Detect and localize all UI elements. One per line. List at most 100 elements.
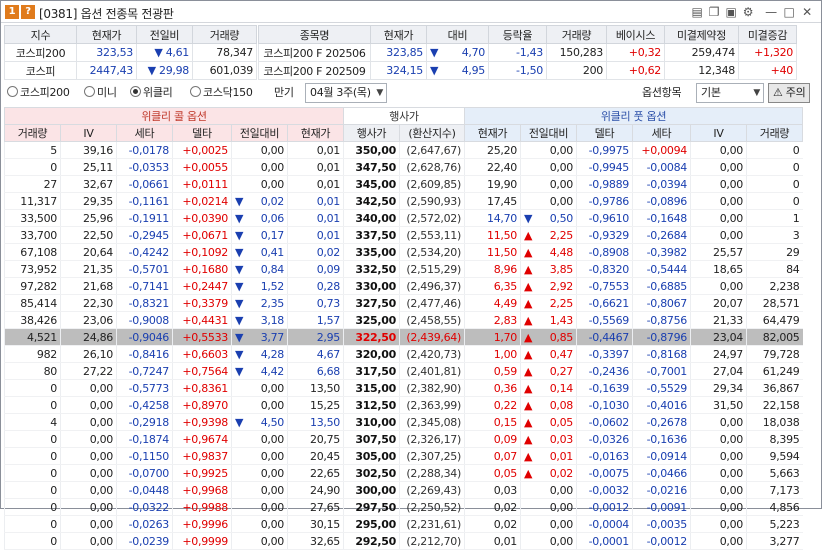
call-volume: 33,500 (4, 209, 61, 227)
put-theta: -0,0914 (632, 447, 691, 465)
option-row[interactable]: 5 39,16 -0,0178 +0,0025 0,00 0,01 350,00 (2,647… (4, 141, 803, 159)
link-icon[interactable]: ▤ (691, 5, 703, 19)
index-row[interactable]: 코스피200 323,53 ▼ 4,61 78,347 (4, 43, 257, 62)
copy-icon[interactable]: ❐ (708, 5, 720, 19)
call-change-value: 0,00 (260, 500, 285, 514)
strike-column-header: (환산지수) (399, 124, 465, 142)
call-price: 27,65 (287, 498, 344, 516)
close-icon[interactable]: ✕ (802, 5, 812, 19)
put-change: 0,00 (520, 498, 577, 516)
minimize-icon[interactable]: — (765, 5, 777, 19)
put-change-value: 0,02 (549, 466, 574, 480)
help-icon[interactable]: ? (21, 5, 35, 19)
option-row[interactable]: 0 0,00 -0,0239 +0,9999 0,00 32,65 292,50 (2,212… (4, 532, 803, 550)
call-theta: -0,0322 (116, 498, 173, 516)
futures-name: 코스피200 F 202509 (258, 61, 371, 80)
call-price: 2,95 (287, 328, 344, 346)
option-row[interactable]: 0 25,11 -0,0353 +0,0055 0,00 0,01 347,50 (2,628… (4, 158, 803, 176)
strike-price: 347,50 (343, 158, 400, 176)
converted-index: (2,250,52) (399, 498, 465, 516)
call-iv: 32,67 (60, 175, 117, 193)
index-change-value: 4,61 (165, 46, 190, 59)
futures-open-interest: 259,474 (664, 43, 739, 62)
index-row[interactable]: 코스피 2447,43 ▼ 29,98 601,039 (4, 61, 257, 80)
call-change-value: 1,52 (260, 279, 285, 293)
option-row[interactable]: 97,282 21,68 -0,7141 +0,2447 ▼ 1,52 0,28 330,00… (4, 277, 803, 295)
call-iv: 27,22 (60, 362, 117, 380)
option-row[interactable]: 80 27,22 -0,7247 +0,7564 ▼ 4,42 6,68 317,50 (2,4… (4, 362, 803, 380)
radio-kosdaq150[interactable]: 코스닥150 (190, 85, 253, 101)
option-row[interactable]: 33,700 22,50 -0,2945 +0,0671 ▼ 0,17 0,01 337,50… (4, 226, 803, 244)
option-row[interactable]: 0 0,00 -0,1150 +0,9837 0,00 20,45 305,00 (2,307… (4, 447, 803, 465)
lookup-button[interactable]: ⚠ 주의 (768, 83, 811, 103)
put-iv: 23,04 (690, 328, 747, 346)
camera-icon[interactable]: ▣ (725, 5, 737, 19)
put-price: 0,05 (464, 464, 521, 482)
call-theta: -0,1150 (116, 447, 173, 465)
option-item-select[interactable]: 기본 ▼ (696, 83, 764, 103)
option-row[interactable]: 0 0,00 -0,1874 +0,9674 0,00 20,75 307,50 (2,326… (4, 430, 803, 448)
option-row[interactable]: 85,414 22,30 -0,8321 +0,3379 ▼ 2,35 0,73 327,50… (4, 294, 803, 312)
put-column-header: 델타 (576, 124, 633, 142)
option-row[interactable]: 982 26,10 -0,8416 +0,6603 ▼ 4,28 4,67 320,00 (2,… (4, 345, 803, 363)
put-price: 0,07 (464, 447, 521, 465)
radio-weekly[interactable]: 위클리 (130, 85, 173, 101)
option-row[interactable]: 67,108 20,64 -0,4242 +0,1092 ▼ 0,41 0,02 335,00… (4, 243, 803, 261)
option-row[interactable]: 0 0,00 -0,0448 +0,9968 0,00 24,90 300,00 (2,269… (4, 481, 803, 499)
option-row[interactable]: 4,521 24,86 -0,9046 +0,5533 ▼ 3,77 2,95 322,50(… (4, 328, 803, 346)
maximize-icon[interactable]: □ (783, 5, 795, 19)
put-delta: -0,0032 (576, 481, 633, 499)
triangle-up-icon: ▲ (524, 466, 533, 480)
put-theta: -0,0466 (632, 464, 691, 482)
option-row[interactable]: 4 0,00 -0,2918 +0,9398 ▼ 4,50 13,50 310,00 (2,34… (4, 413, 803, 431)
put-theta: -0,6885 (632, 277, 691, 295)
call-change: 0,00 (231, 396, 288, 414)
put-delta: -0,4467 (576, 328, 633, 346)
futures-price: 324,15 (370, 61, 427, 80)
option-row[interactable]: 38,426 23,06 -0,9008 +0,4431 ▼ 3,18 1,57 325,00… (4, 311, 803, 329)
put-theta: -0,8796 (632, 328, 691, 346)
futures-summary-table: 종목명 현재가 대비 등락율 거래량 베이시스 미결제약정 미결증감 코스피200 F 202… (258, 25, 797, 80)
put-iv: 31,50 (690, 396, 747, 414)
call-theta: -0,8321 (116, 294, 173, 312)
put-theta: +0,0094 (632, 141, 691, 159)
put-volume: 4,856 (746, 498, 803, 516)
call-delta: +0,9837 (172, 447, 232, 465)
put-iv: 0,00 (690, 413, 747, 431)
triangle-up-icon: ▲ (524, 296, 533, 310)
put-change-value: 0,00 (549, 534, 574, 548)
call-change: 0,00 (231, 532, 288, 550)
radio-mini[interactable]: 미니 (84, 85, 117, 101)
column-header: 거래량 (192, 25, 257, 44)
screen-number-icon[interactable]: 1 (5, 5, 19, 19)
option-row[interactable]: 73,952 21,35 -0,5701 +0,1680 ▼ 0,84 0,09 332,50… (4, 260, 803, 278)
radio-kospi200[interactable]: 코스피200 (7, 85, 70, 101)
option-row[interactable]: 0 0,00 -0,0263 +0,9996 0,00 30,15 295,00 (2,231… (4, 515, 803, 533)
triangle-down-icon: ▼ (235, 194, 244, 208)
option-row[interactable]: 33,500 25,96 -0,1911 +0,0390 ▼ 0,06 0,01 340,00… (4, 209, 803, 227)
futures-row[interactable]: 코스피200 F 202509 324,15 ▼ 4,95 -1,50 200 +0,62… (258, 61, 797, 80)
control-bar: 코스피200 미니 위클리 코스닥150 만기 04월 3주(목) ▼ 옵션항목 … (4, 82, 820, 104)
put-volume: 84 (746, 260, 803, 278)
put-delta: -0,9610 (576, 209, 633, 227)
option-row[interactable]: 0 0,00 -0,4258 +0,8970 0,00 15,25 312,50 (2,363… (4, 396, 803, 414)
option-row[interactable]: 0 0,00 -0,0700 +0,9925 0,00 22,65 302,50 (2,288… (4, 464, 803, 482)
call-price: 0,01 (287, 192, 344, 210)
put-volume: 29 (746, 243, 803, 261)
gear-icon[interactable]: ⚙ (742, 5, 754, 19)
put-theta: -0,3982 (632, 243, 691, 261)
put-price: 14,70 (464, 209, 521, 227)
option-row[interactable]: 0 0,00 -0,0322 +0,9988 0,00 27,65 297,50 (2,250… (4, 498, 803, 516)
put-iv: 0,00 (690, 447, 747, 465)
option-row[interactable]: 0 0,00 -0,5773 +0,8361 0,00 13,50 315,00 (2,382… (4, 379, 803, 397)
option-row[interactable]: 27 32,67 -0,0661 +0,0111 0,00 0,01 345,00 (2,60… (4, 175, 803, 193)
put-change-value: 0,00 (549, 143, 574, 157)
option-row[interactable]: 11,317 29,35 -0,1161 +0,0214 ▼ 0,02 0,01 342,50… (4, 192, 803, 210)
put-theta: -0,8756 (632, 311, 691, 329)
converted-index: (2,212,70) (399, 532, 465, 550)
put-theta: -0,5529 (632, 379, 691, 397)
triangle-up-icon: ▲ (524, 330, 533, 344)
futures-row[interactable]: 코스피200 F 202506 323,85 ▼ 4,70 -1,43 150,283 +… (258, 43, 797, 62)
expiry-select[interactable]: 04월 3주(목) ▼ (305, 83, 387, 103)
put-iv: 20,07 (690, 294, 747, 312)
